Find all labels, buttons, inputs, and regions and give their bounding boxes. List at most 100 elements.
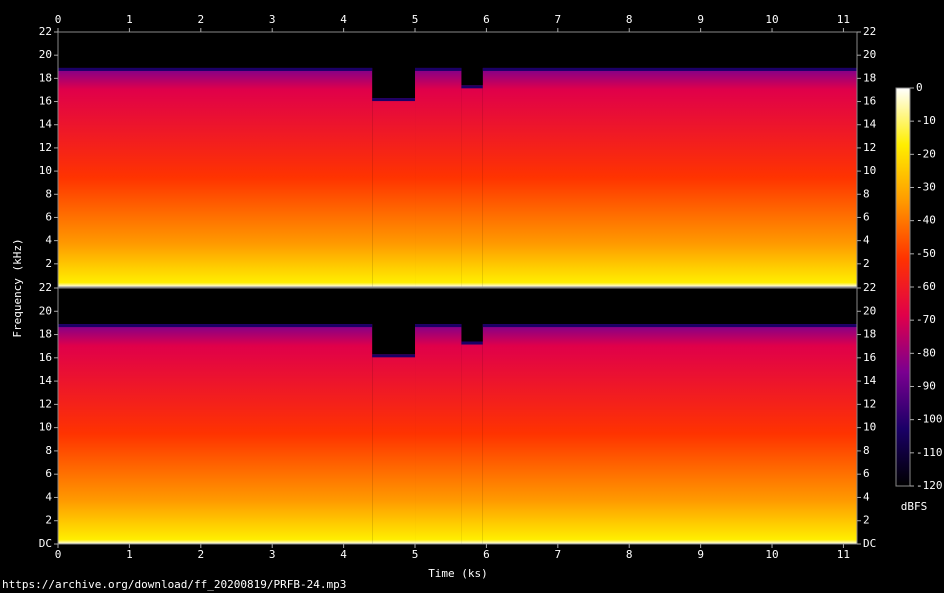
spectrum-segment (482, 324, 857, 544)
y-tick-label: 20 (863, 304, 876, 317)
x-tick-label: 11 (837, 13, 850, 26)
spectrum-segment (461, 85, 483, 288)
colorbar-tick-label: -120 (916, 479, 943, 492)
y-tick-label: 16 (39, 95, 52, 108)
x-tick-label: 0 (55, 13, 62, 26)
colorbar-tick-label: -110 (916, 446, 943, 459)
y-tick-label: 6 (45, 210, 52, 223)
x-tick-label: 10 (765, 13, 778, 26)
spectrum-segment (415, 67, 462, 287)
y-tick-label: 4 (863, 234, 870, 247)
spectrum-segment (482, 67, 857, 287)
y-tick-label: 20 (39, 304, 52, 317)
y-tick-label: DC (39, 537, 52, 550)
colorbar-label: dBFS (901, 500, 928, 513)
colorbar-tick-label: -30 (916, 181, 936, 194)
spectrum-segment (372, 354, 416, 544)
y-tick-label: 12 (863, 141, 876, 154)
colorbar-tick-label: -80 (916, 346, 936, 359)
y-tick-label: 12 (39, 397, 52, 410)
colorbar-tick-label: -100 (916, 413, 943, 426)
y-tick-label: 12 (39, 141, 52, 154)
x-tick-label: 8 (626, 13, 633, 26)
x-tick-label: 2 (197, 13, 204, 26)
y-tick-label: 12 (863, 397, 876, 410)
y-tick-label: 20 (39, 48, 52, 61)
y-tick-label: 6 (45, 467, 52, 480)
y-tick-label: 8 (45, 444, 52, 457)
colorbar-tick-label: -50 (916, 247, 936, 260)
x-tick-label: 7 (555, 13, 562, 26)
y-tick-label: 14 (39, 118, 53, 131)
colorbar-tick-label: -60 (916, 280, 936, 293)
y-tick-label: 22 (863, 25, 876, 38)
y-tick-label: 22 (39, 281, 52, 294)
colorbar-tick-label: -70 (916, 313, 936, 326)
colorbar-tick-label: 0 (916, 81, 923, 94)
cutoff-edge (372, 354, 416, 358)
cutoff-edge (415, 67, 462, 71)
x-tick-label: 4 (340, 13, 347, 26)
y-tick-label: 2 (863, 514, 870, 527)
colorbar-tick-label: -40 (916, 214, 936, 227)
y-tick-label: 4 (45, 490, 52, 503)
plot-frame (57, 287, 858, 545)
cutoff-edge (482, 67, 857, 71)
y-tick-label: 8 (863, 444, 870, 457)
y-tick-label: 20 (863, 48, 876, 61)
spectrum-segment (415, 324, 462, 544)
y-tick-label: 22 (39, 25, 52, 38)
x-tick-label: 11 (837, 548, 850, 561)
y-tick-label: 10 (863, 164, 876, 177)
x-tick-label: 5 (412, 548, 419, 561)
y-tick-label: 10 (39, 421, 52, 434)
y-tick-label: 2 (45, 514, 52, 527)
y-tick-label: DC (863, 537, 876, 550)
y-tick-label: 10 (39, 164, 52, 177)
x-tick-label: 3 (269, 548, 276, 561)
cutoff-edge (415, 324, 462, 328)
x-tick-label: 10 (765, 548, 778, 561)
x-tick-label: 5 (412, 13, 419, 26)
cutoff-edge (461, 85, 483, 89)
spectrum-segment (58, 324, 373, 544)
y-tick-label: 22 (863, 281, 876, 294)
y-tick-label: 2 (45, 257, 52, 270)
footer-url: https://archive.org/download/ff_20200819… (2, 578, 346, 591)
cutoff-edge (58, 67, 373, 71)
y-tick-label: 14 (39, 374, 53, 387)
y-tick-label: 10 (863, 421, 876, 434)
x-tick-label: 9 (697, 548, 704, 561)
x-tick-label: 2 (197, 548, 204, 561)
x-axis-label: Time (ks) (428, 567, 488, 580)
cutoff-edge (372, 98, 416, 102)
y-tick-label: 8 (45, 187, 52, 200)
x-tick-label: 0 (55, 548, 62, 561)
x-tick-label: 1 (126, 548, 133, 561)
y-tick-label: 14 (863, 118, 877, 131)
x-tick-label: 8 (626, 548, 633, 561)
y-tick-label: 16 (39, 351, 52, 364)
y-axis-label: Frequency (kHz) (11, 238, 24, 337)
spectrum-segment (372, 98, 416, 288)
cutoff-edge (58, 324, 373, 328)
colorbar-tick-label: -20 (916, 147, 936, 160)
x-tick-label: 9 (697, 13, 704, 26)
x-tick-label: 6 (483, 13, 490, 26)
y-tick-label: 6 (863, 467, 870, 480)
y-tick-label: 16 (863, 351, 876, 364)
colorbar-tick-label: -10 (916, 114, 936, 127)
y-tick-label: 4 (45, 234, 52, 247)
x-tick-label: 3 (269, 13, 276, 26)
y-tick-label: 14 (863, 374, 877, 387)
x-tick-label: 7 (555, 548, 562, 561)
x-tick-label: 6 (483, 548, 490, 561)
colorbar (895, 87, 911, 487)
cutoff-edge (461, 341, 483, 345)
y-tick-label: 16 (863, 95, 876, 108)
y-tick-label: 6 (863, 210, 870, 223)
colorbar-tick-label: -90 (916, 380, 936, 393)
y-tick-label: 18 (863, 328, 876, 341)
spectrum-segment (461, 341, 483, 544)
